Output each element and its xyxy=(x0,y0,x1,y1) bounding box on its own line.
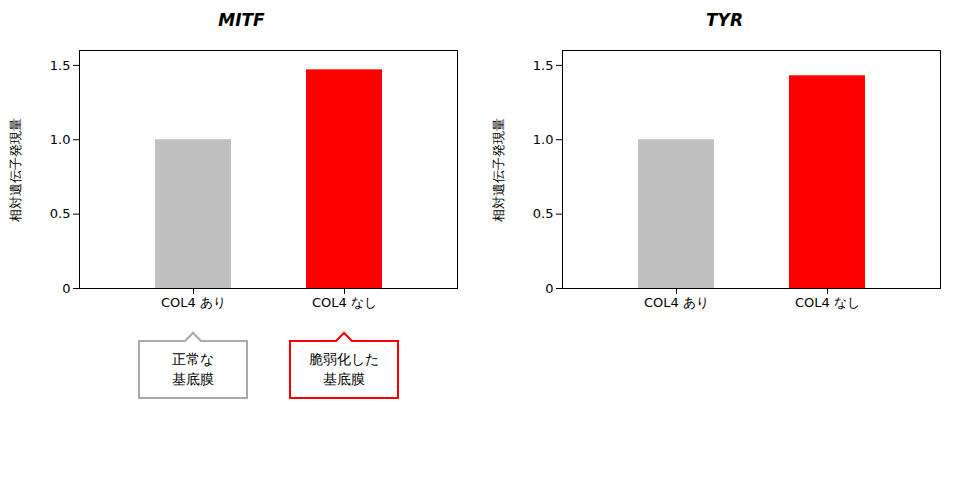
svg-text:0.5: 0.5 xyxy=(49,206,70,221)
svg-text:1.0: 1.0 xyxy=(532,132,553,147)
svg-text:0: 0 xyxy=(545,281,553,296)
svg-text:1.5: 1.5 xyxy=(49,58,70,73)
html-text:正常な 基底膜: 正常な 基底膜 xyxy=(171,351,214,387)
html-text:MITF: MITF xyxy=(218,10,265,30)
html-text:脆弱化した 基底膜: 脆弱化した 基底膜 xyxy=(308,351,379,387)
html-text:TYR: TYR xyxy=(706,10,743,30)
svg-text:COL4 あり: COL4 あり xyxy=(644,295,709,310)
svg-text:COL4 なし: COL4 なし xyxy=(795,295,860,310)
svg-text:1.0: 1.0 xyxy=(49,132,70,147)
svg-text:COL4 あり: COL4 あり xyxy=(161,295,226,310)
svg-text:1.5: 1.5 xyxy=(532,58,553,73)
svg-text:相対遺伝子発現量: 相対遺伝子発現量 xyxy=(490,118,505,222)
svg-text:COL4 なし: COL4 なし xyxy=(312,295,377,310)
svg-text:相対遺伝子発現量: 相対遺伝子発現量 xyxy=(7,118,22,222)
svg-text:0.5: 0.5 xyxy=(532,206,553,221)
svg-text:0: 0 xyxy=(62,281,70,296)
